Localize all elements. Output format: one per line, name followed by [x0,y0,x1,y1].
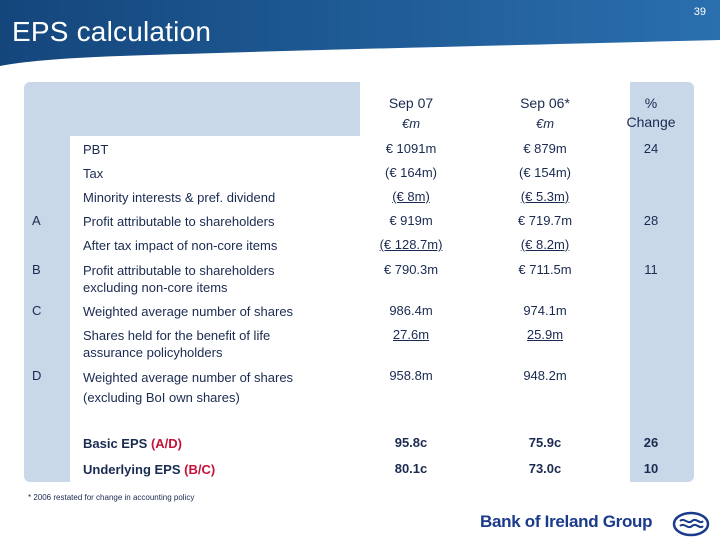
row-value-pbt-change: 24 [643,141,659,156]
row-label-line2: assurance policyholders [83,345,223,360]
row-label-underlying-eps: Underlying EPS (B/C) [83,461,333,478]
row-label-line1: Shares held for the benefit of life [83,328,271,343]
row-label-minority: Minority interests & pref. dividend [83,190,276,205]
row-label-tax: Tax [83,166,104,181]
row-value-non-core-sep06: (€ 8.2m) [520,237,570,252]
row-value-tax-sep06: (€ 154m) [518,165,572,180]
row-letter-b: B [32,262,41,277]
basic-eps-formula: (A/D) [150,436,182,451]
row-label-line2: (excluding BoI own shares) [83,390,240,405]
page-number: 39 [693,6,706,18]
row-value-profit-sep06: € 719.7m [517,213,573,228]
basic-eps-label: Basic EPS [83,436,148,451]
column-unit-sep06: €m [535,116,555,131]
footnote: * 2006 restated for change in accounting… [28,493,195,502]
table-panel [24,82,694,482]
row-letter-c: C [32,303,42,318]
row-value-weighted-sep07: 986.4m [389,303,433,318]
column-header-sep07: Sep 07 [388,95,434,111]
row-value-profit-excl-change: 11 [644,262,658,277]
row-letter-a: A [32,213,41,228]
row-value-minority-sep07: (€ 8m) [392,189,430,204]
row-label-line1: Profit attributable to shareholders [83,263,275,278]
header-bar: EPS calculation 39 [0,0,720,66]
underlying-eps-formula: (B/C) [184,462,216,477]
row-value-pbt-sep07: € 1091m [385,141,437,156]
row-label-line2: excluding non-core items [83,280,228,295]
column-header-sep06: Sep 06* [520,95,570,111]
bank-logo-text: Bank of Ireland Group [480,512,653,531]
row-value-underlying-eps-sep07: 80.1c [394,461,428,476]
row-label-non-core-impact: After tax impact of non-core items [83,238,278,253]
row-value-pbt-sep06: € 879m [523,141,567,156]
row-value-weighted-excl-sep07: 958.8m [389,368,433,383]
row-value-profit-excl-sep07: € 790.3m [383,262,439,277]
row-value-basic-eps-sep06: 75.9c [528,435,562,450]
page-title: EPS calculation [12,16,212,47]
row-label-shares-held: Shares held for the benefit of life assu… [83,327,333,361]
row-value-weighted-excl-sep06: 948.2m [523,368,567,383]
row-label-basic-eps: Basic EPS (A/D) [83,435,333,452]
row-label-profit-attributable: Profit attributable to shareholders [83,214,275,229]
row-value-underlying-eps-sep06: 73.0c [528,461,562,476]
row-label-profit-excl-non-core: Profit attributable to shareholders excl… [83,262,333,296]
row-label-weighted-excl-own: Weighted average number of shares (exclu… [83,368,333,408]
table-body-white [70,136,630,482]
row-value-profit-sep07: € 919m [389,213,433,228]
row-value-tax-sep07: (€ 164m) [384,165,438,180]
row-value-profit-excl-sep06: € 711.5m [518,262,572,277]
row-label-line1: Weighted average number of shares [83,370,294,385]
row-value-basic-eps-change: 26 [643,435,659,450]
column-header-change-symbol: % [644,95,658,111]
column-unit-sep07: €m [401,116,421,131]
boi-emblem-icon [672,511,710,537]
row-value-non-core-sep07: (€ 128.7m) [379,237,443,252]
row-value-basic-eps-sep07: 95.8c [394,435,428,450]
row-value-shares-held-sep07: 27.6m [392,327,430,342]
header-white-area [360,82,630,136]
row-label-weighted-shares: Weighted average number of shares [83,304,294,319]
row-value-weighted-sep06: 974.1m [523,303,567,318]
header-background [0,0,720,66]
column-header-change: Change [626,114,676,130]
row-value-profit-change: 28 [643,213,659,228]
row-value-minority-sep06: (€ 5.3m) [520,189,570,204]
underlying-eps-label: Underlying EPS [83,462,181,477]
row-letter-d: D [32,368,42,383]
row-value-underlying-eps-change: 10 [643,461,659,476]
row-value-shares-held-sep06: 25.9m [526,327,564,342]
row-label-pbt: PBT [83,142,109,157]
